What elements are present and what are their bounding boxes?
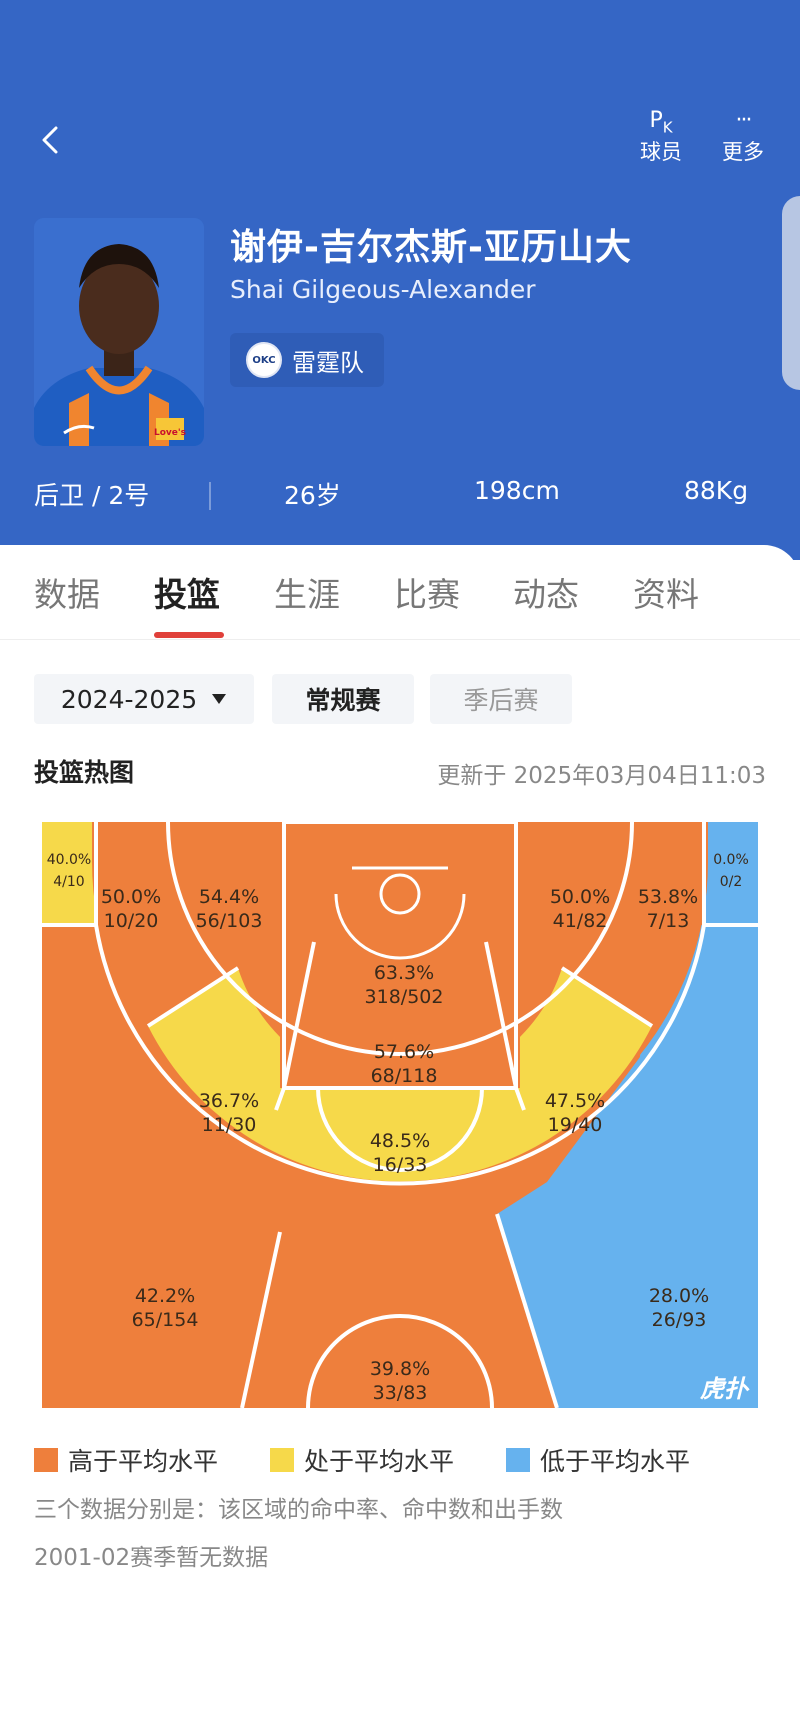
legend-below-swatch [506,1448,530,1472]
zone-right-base-mid-made: 7/13 [647,910,690,932]
zone-left-elbow-pct: 36.7% [199,1090,259,1112]
pk-label: 球员 [640,140,682,164]
legend-above-label: 高于平均水平 [68,1447,219,1476]
legend-above-swatch [34,1448,58,1472]
zone-midrange-arc-fill [148,968,652,1182]
more-icon: ··· [735,108,753,133]
zone-right-base-mid-pct: 53.8% [638,886,698,908]
legend-below: 低于平均水平 [506,1442,690,1478]
position-number: 后卫 / 2号 [34,481,150,510]
player-weight: 88Kg [684,476,749,505]
caret-down-icon [212,694,227,704]
tab-career[interactable]: 生涯 [274,575,340,614]
tab-news[interactable]: 动态 [513,575,579,614]
active-tab-indicator [154,632,224,638]
zone-right-elbow-made: 19/40 [548,1114,603,1136]
shot-heatmap-court: 40.0% 4/10 0.0% 0/2 50.0% 10/20 54.4% 56… [42,822,758,1408]
zone-restricted-made: 318/502 [365,986,444,1008]
playoff-button[interactable]: 季后赛 [430,674,572,724]
tab-bar: 数据 投篮 生涯 比赛 动态 资料 [0,545,800,640]
zone-left-base-mid-made: 10/20 [104,910,159,932]
legend-average-label: 处于平均水平 [304,1447,455,1476]
zone-right-corner-fill [704,822,758,925]
zone-right-wing-three-fill [497,925,758,1408]
zone-top-mid-pct: 48.5% [370,1130,430,1152]
legend-average: 处于平均水平 [270,1442,454,1478]
player-height: 198cm [474,476,560,505]
zone-left-mid-pct: 54.4% [199,886,259,908]
regular-season-button[interactable]: 常规赛 [272,674,414,724]
more-label: 更多 [722,140,764,164]
team-name: 雷霆队 [292,348,364,377]
zone-left-corner-pct: 40.0% [47,852,91,868]
zone-right-mid-pct: 50.0% [550,886,610,908]
pk-icon: PK [649,108,673,137]
team-tag[interactable]: OKC 雷霆队 [230,333,384,387]
zone-paint-made: 68/118 [371,1065,438,1087]
zone-right-wing-three-pct: 28.0% [649,1285,709,1307]
zone-paint-pct: 57.6% [374,1041,434,1063]
zone-right-wing-three-made: 26/93 [652,1309,707,1331]
zone-left-mid-made: 56/103 [196,910,263,932]
zone-top-mid-made: 16/33 [373,1154,428,1176]
update-time: 更新于 2025年03月04日11:03 [437,763,766,789]
zone-left-wing-three-made: 65/154 [132,1309,199,1331]
zone-restricted-pct: 63.3% [374,962,434,984]
zone-right-corner-made: 0/2 [720,874,743,890]
zone-left-base-mid-pct: 50.0% [101,886,161,908]
zone-top-three-pct: 39.8% [370,1358,430,1380]
zone-left-corner-made: 4/10 [53,874,84,890]
zone-left-corner-fill [42,822,96,925]
hupu-watermark: 虎扑 [700,1375,750,1403]
player-name-en: Shai Gilgeous-Alexander [230,275,536,304]
zone-left-wing-three-pct: 42.2% [135,1285,195,1307]
team-logo-icon: OKC [246,342,282,378]
info-divider [209,482,211,510]
zone-right-mid-made: 41/82 [553,910,608,932]
player-photo: Love's [34,218,204,446]
pk-player-button[interactable]: PK 球员 [626,104,696,166]
legend-average-swatch [270,1448,294,1472]
tab-stats[interactable]: 数据 [34,575,100,614]
heatmap-title: 投篮热图 [34,758,135,787]
season-select[interactable]: 2024-2025 [34,674,254,724]
zone-left-elbow-made: 11/30 [202,1114,257,1136]
jersey-sponsor: Love's [154,428,186,438]
no-data-note: 2001-02赛季暂无数据 [34,1545,269,1571]
legend-above: 高于平均水平 [34,1442,218,1478]
back-button[interactable] [36,120,66,160]
season-value: 2024-2025 [60,684,198,714]
legend-note: 三个数据分别是：该区域的命中率、命中数和出手数 [34,1497,563,1523]
legend-below-label: 低于平均水平 [540,1447,691,1476]
tab-profile[interactable]: 资料 [633,575,699,614]
zone-paint-fill [280,822,520,1088]
zone-right-elbow-pct: 47.5% [545,1090,605,1112]
player-avatar: Love's [34,218,204,446]
tab-games[interactable]: 比赛 [394,575,460,614]
player-age: 26岁 [284,481,341,510]
side-drawer-handle[interactable] [782,196,800,390]
zone-right-corner-pct: 0.0% [713,852,749,868]
more-button[interactable]: ··· 更多 [708,104,778,166]
tab-shooting[interactable]: 投篮 [154,575,220,614]
zone-top-three-made: 33/83 [373,1382,428,1404]
player-name-cn: 谢伊-吉尔杰斯-亚历山大 [230,227,632,268]
chevron-left-icon [42,126,58,154]
